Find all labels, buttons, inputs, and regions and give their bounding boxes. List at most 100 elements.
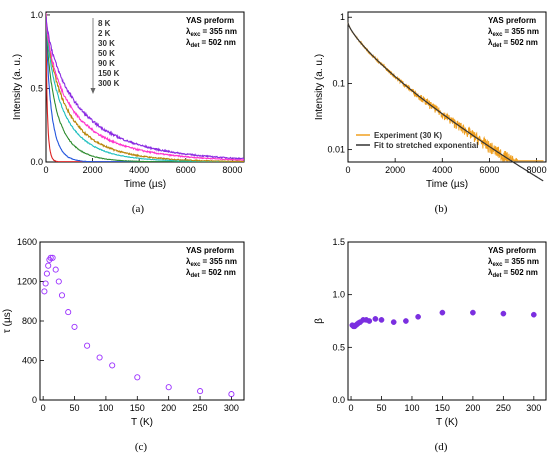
y-tick-label: 800 <box>22 316 37 326</box>
data-point <box>109 362 116 369</box>
data-point <box>71 323 78 330</box>
y-tick-label: 0 <box>32 395 37 405</box>
caption-c: (c) <box>135 441 148 453</box>
data-point <box>530 311 537 318</box>
x-tick-label: 300 <box>526 403 541 413</box>
annotation-det-value: = 502 nm <box>201 268 235 277</box>
x-tick-label: 8000 <box>527 165 547 175</box>
annotation-exc-symbol: λ <box>186 27 191 36</box>
annotation-det-value: = 502 nm <box>503 38 537 47</box>
data-point <box>470 309 476 316</box>
panel-a: 0 2000 4000 6000 8000 0.0 0.5 1.0 Time (µs) Inten… <box>12 10 245 190</box>
caption-a: (a) <box>132 203 145 215</box>
annotation-det-value: = 502 nm <box>503 268 537 277</box>
annotation-det-value: = 502 nm <box>201 38 235 47</box>
y-axis-label: Intensity (a. u.) <box>12 54 23 120</box>
data-point <box>41 288 48 295</box>
data-point <box>55 278 62 285</box>
data-point <box>378 317 385 323</box>
data-point <box>134 374 141 381</box>
caption-d: (d) <box>435 441 448 453</box>
y-tick-label: 1.0 <box>30 10 43 20</box>
y-tick-label: 0.0 <box>30 157 43 167</box>
annotation-det-symbol: λ <box>186 38 191 47</box>
annotation-exc-sub: exc <box>492 262 503 268</box>
y-axis-label: Intensity (a. u.) <box>314 54 325 120</box>
caption-b: (b) <box>435 203 448 215</box>
x-tick-label: 150 <box>130 403 145 413</box>
annotation-exc-symbol: λ <box>488 257 493 266</box>
legend-item: 50 K <box>98 49 115 58</box>
annotation-det: λdet = 502 nm <box>488 38 538 49</box>
annotation-exc-sub: exc <box>190 32 201 38</box>
legend-label: Experiment (30 K) <box>374 131 442 140</box>
annotation-exc: λexc = 355 nm <box>488 257 539 268</box>
data-point <box>197 388 204 395</box>
x-tick-label: 0 <box>349 403 354 413</box>
annotation-det: λdet = 502 nm <box>488 268 538 279</box>
data-point <box>228 391 235 398</box>
legend-item: 150 K <box>98 69 120 78</box>
x-axis-label: T (K) <box>436 417 458 428</box>
y-tick-label: 0.1 <box>332 78 345 88</box>
annotation-det-symbol: λ <box>186 268 191 277</box>
annotation-exc: λexc = 355 nm <box>186 27 237 38</box>
data-point <box>58 292 66 299</box>
annotation-exc: λexc = 355 nm <box>488 27 539 38</box>
x-tick-label: 200 <box>465 403 480 413</box>
data-point <box>415 313 421 320</box>
y-axis-label: τ (µs) <box>2 309 13 333</box>
annotation-det: λdet = 502 nm <box>186 268 236 279</box>
data-point <box>65 309 72 316</box>
plot-frame <box>347 11 547 163</box>
annotation-exc-value: = 355 nm <box>504 27 538 36</box>
x-tick-label: 0 <box>345 165 350 175</box>
annotation-exc-sub: exc <box>190 262 201 268</box>
plot-frame <box>347 241 547 401</box>
annotation-exc-symbol: λ <box>186 257 191 266</box>
data-point <box>42 280 49 287</box>
panel-d: 0 50 100 150 200 250 300 0.0 0.5 1.0 1.5 T (K) β YAS … <box>314 237 547 428</box>
x-tick-label: 50 <box>70 403 80 413</box>
data-point <box>500 310 507 317</box>
x-tick-label: 200 <box>161 403 176 413</box>
data-point <box>165 384 172 391</box>
x-tick-label: 50 <box>376 403 386 413</box>
data-point <box>403 318 409 324</box>
data-point <box>390 319 397 325</box>
series-line-30k <box>46 13 244 162</box>
legend-label: Fit to stretched exponential <box>374 141 478 150</box>
x-tick-label: 2000 <box>385 165 405 175</box>
data-point <box>372 316 379 322</box>
y-tick-label: 0.0 <box>332 395 345 405</box>
data-point <box>366 318 373 324</box>
legend-item: 2 K <box>98 29 111 38</box>
panel-c: 0 50 100 150 200 250 300 0 400 800 1200 1600 T (K) τ … <box>2 237 245 428</box>
annotation-det: λdet = 502 nm <box>186 38 236 49</box>
annotation-det-sub: det <box>190 273 199 279</box>
y-tick-label: 1.5 <box>332 237 345 247</box>
annotation-exc-sub: exc <box>492 32 503 38</box>
x-tick-label: 150 <box>435 403 450 413</box>
annotation-det-sub: det <box>492 273 501 279</box>
data-point <box>43 270 50 277</box>
annotation-exc-symbol: λ <box>488 27 493 36</box>
annotation-det-symbol: λ <box>488 38 493 47</box>
x-axis-label: Time (µs) <box>426 179 468 190</box>
y-tick-label: 1200 <box>17 277 37 287</box>
x-axis-label: T (K) <box>131 417 153 428</box>
x-tick-label: 100 <box>98 403 113 413</box>
y-tick-label: 1.0 <box>332 290 345 300</box>
legend-item: 30 K <box>98 39 115 48</box>
x-tick-label: 100 <box>404 403 419 413</box>
legend-item: 300 K <box>98 79 120 88</box>
data-point <box>439 309 446 316</box>
x-tick-label: 6000 <box>176 165 196 175</box>
data-point <box>49 254 56 261</box>
annotation-title: YAS preform <box>488 246 536 255</box>
y-tick-label: 0.5 <box>332 342 345 352</box>
x-tick-label: 250 <box>193 403 208 413</box>
annotation-exc: λexc = 355 nm <box>186 257 237 268</box>
annotation-exc-value: = 355 nm <box>202 257 236 266</box>
